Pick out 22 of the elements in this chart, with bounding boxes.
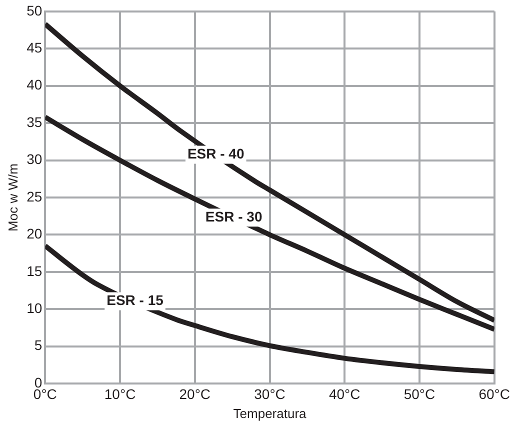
x-tick-label: 40°C [328,386,360,402]
y-tick-label: 45 [26,39,42,56]
y-tick-label: 50 [26,2,42,18]
x-tick-label: 50°C [404,386,436,402]
x-tick-label: 60°C [478,386,510,402]
y-tick-label: 15 [26,262,42,279]
y-tick-label: 40 [26,76,42,93]
y-tick-label: 30 [26,151,42,168]
y-axis-title: Moc w W/m [5,164,20,232]
series-label: ESR - 15 [106,292,164,308]
y-tick-label: 20 [26,226,42,242]
series-label: ESR - 30 [205,208,262,224]
x-axis-title: Temperatura [233,406,308,421]
x-tick-label: 20°C [179,386,211,402]
y-tick-label: 25 [26,188,42,204]
y-tick-label: 35 [26,114,42,130]
x-tick-label: 30°C [254,386,286,402]
x-tick-label: 10°C [104,386,136,402]
y-tick-label: 0 [34,374,42,390]
y-tick-label: 5 [34,337,42,354]
series-label: ESR - 40 [187,146,244,162]
y-tick-label: 10 [26,300,42,316]
